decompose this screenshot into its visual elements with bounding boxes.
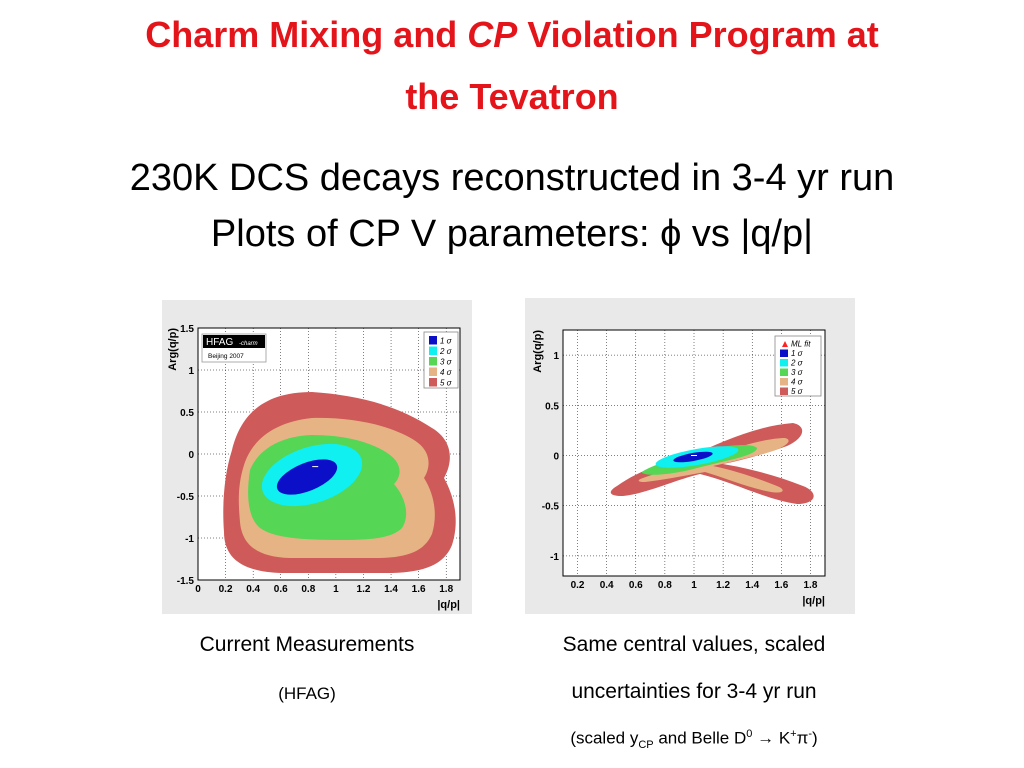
legend-entry: ML fit <box>791 340 811 349</box>
cap3-end: ) <box>812 728 818 748</box>
legend-entry: 4 σ <box>440 368 453 377</box>
x-tick-label: 1.6 <box>412 584 426 595</box>
cap3-sup0: 0 <box>746 728 753 740</box>
x-tick-label: 1.4 <box>745 580 759 591</box>
x-tick-label: 1.2 <box>716 580 730 591</box>
y-tick-label: 0.5 <box>180 408 194 419</box>
legend-entry: 2 σ <box>439 347 453 356</box>
legend-entry: 2 σ <box>790 359 804 368</box>
legend-swatch <box>780 378 788 386</box>
hfag-logo-sub: -charm <box>239 341 258 347</box>
x-tick-label: 0.6 <box>629 580 643 591</box>
left-contour-plot: 0 0.2 0.4 0.6 0.8 1 1.2 1.4 1.6 1.8 1.5 1 0.5 0 -0.5 -1… <box>167 324 461 611</box>
x-tick-label: 1 <box>333 584 339 595</box>
legend-swatch <box>429 378 437 387</box>
x-tick-label: 1.2 <box>357 584 371 595</box>
legend-swatch <box>429 346 437 355</box>
y-axis-label: Arg(q/p) <box>532 330 544 373</box>
legend-swatch <box>780 349 788 357</box>
x-tick-label: 0.4 <box>246 584 260 595</box>
legend-swatch <box>429 367 437 376</box>
title-part2: Violation Program at <box>517 14 879 55</box>
y-tick-label: -1 <box>550 552 559 563</box>
cap3-sub: CP <box>638 739 654 752</box>
x-axis-label: |q/p| <box>802 595 825 607</box>
legend-entry: 3 σ <box>791 368 804 377</box>
right-caption-line1: Same central values, scaled <box>562 633 826 656</box>
subtitle-1: 230K DCS decays reconstructed in 3-4 yr … <box>129 157 895 199</box>
slide-title: Charm Mixing and CP Violation Program at… <box>0 4 1024 128</box>
legend-entry: 5 σ <box>440 379 453 388</box>
right-caption-line2: uncertainties for 3-4 yr run <box>571 680 817 703</box>
cap3-mid: and Belle D <box>653 728 747 748</box>
cap3-sup1: + <box>790 728 797 740</box>
cap3-sup2: - <box>808 728 813 740</box>
arrow-icon: → <box>752 728 779 748</box>
y-tick-label: 1.5 <box>180 324 194 335</box>
y-axis-label: Arg(q/p) <box>167 328 179 371</box>
x-tick-label: 1.4 <box>384 584 398 595</box>
subtitle-2: Plots of CP V parameters: ϕ vs |q/p| <box>0 210 1024 258</box>
y-tick-label: -0.5 <box>177 492 195 503</box>
y-tick-label: -1.5 <box>177 576 195 587</box>
x-tick-label: 1 <box>691 580 697 591</box>
x-tick-label: 0.2 <box>571 580 585 591</box>
legend-entry: 1 σ <box>791 349 804 358</box>
right-contour-plot: 0.2 0.4 0.6 0.8 1 1.2 1.4 1.6 1.8 1 0.5 0 -0.5 -1 |q/p… <box>532 329 826 607</box>
right-plot-panel: 0.2 0.4 0.6 0.8 1 1.2 1.4 1.6 1.8 1 0.5 0 -0.5 -1 |q/p… <box>525 298 855 614</box>
left-caption-line1: Current Measurements <box>199 633 415 656</box>
cap3-pre: (scaled y <box>570 728 639 748</box>
y-tick-label: 0.5 <box>545 401 559 412</box>
title-part1: Charm Mixing and <box>145 14 468 55</box>
x-tick-label: 1.8 <box>439 584 453 595</box>
x-tick-label: 0 <box>195 584 201 595</box>
right-contour-1sigma <box>673 451 713 463</box>
left-contours <box>223 392 456 573</box>
legend-entry: 4 σ <box>791 378 804 387</box>
subtitle-2-pre: Plots of CP V parameters: <box>210 213 661 255</box>
x-tick-label: 0.2 <box>219 584 233 595</box>
legend-entry: 5 σ <box>791 387 804 396</box>
legend-entry: 1 σ <box>440 337 453 346</box>
x-tick-label: 0.6 <box>274 584 288 595</box>
x-tick-label: 1.8 <box>803 580 817 591</box>
y-tick-label: -0.5 <box>542 502 560 513</box>
legend-swatch <box>780 387 788 395</box>
x-tick-label: 1.6 <box>774 580 788 591</box>
x-tick-label: 0.8 <box>658 580 672 591</box>
x-tick-label: 0.4 <box>600 580 614 591</box>
cap3-pi: π <box>796 728 809 748</box>
left-caption-line2: (HFAG) <box>278 684 336 703</box>
hfag-logo: HFAG -charm Beijing 2007 <box>201 333 267 363</box>
y-tick-label: 1 <box>553 351 559 362</box>
cap3-k: K <box>778 728 791 748</box>
left-contour-1sigma <box>276 459 338 495</box>
x-axis-label: |q/p| <box>437 599 460 611</box>
subtitle-2-post: vs |q/p| <box>681 213 814 255</box>
legend-swatch <box>780 368 788 376</box>
y-tick-label: -1 <box>185 534 194 545</box>
legend-swatch <box>429 357 437 366</box>
right-caption-line3: (scaled yCP and Belle D0 → K+π-) <box>510 728 878 751</box>
y-tick-label: 0 <box>188 450 194 461</box>
y-tick-label: 1 <box>188 366 194 377</box>
right-contours <box>610 423 814 504</box>
hfag-logo-note: Beijing 2007 <box>208 353 244 360</box>
y-tick-label: 0 <box>553 452 559 463</box>
title-cp: CP <box>467 14 518 55</box>
legend-swatch <box>429 336 437 345</box>
legend-entry: 3 σ <box>440 358 453 367</box>
hfag-logo-text: HFAG <box>206 337 233 348</box>
ml-fit-marker-icon <box>782 341 788 347</box>
legend-swatch <box>780 359 788 367</box>
left-plot-panel: 0 0.2 0.4 0.6 0.8 1 1.2 1.4 1.6 1.8 1.5 1 0.5 0 -0.5 -1… <box>162 300 472 614</box>
x-tick-label: 0.8 <box>301 584 315 595</box>
phi-symbol: ϕ <box>660 213 682 255</box>
title-line2: the Tevatron <box>405 76 619 117</box>
